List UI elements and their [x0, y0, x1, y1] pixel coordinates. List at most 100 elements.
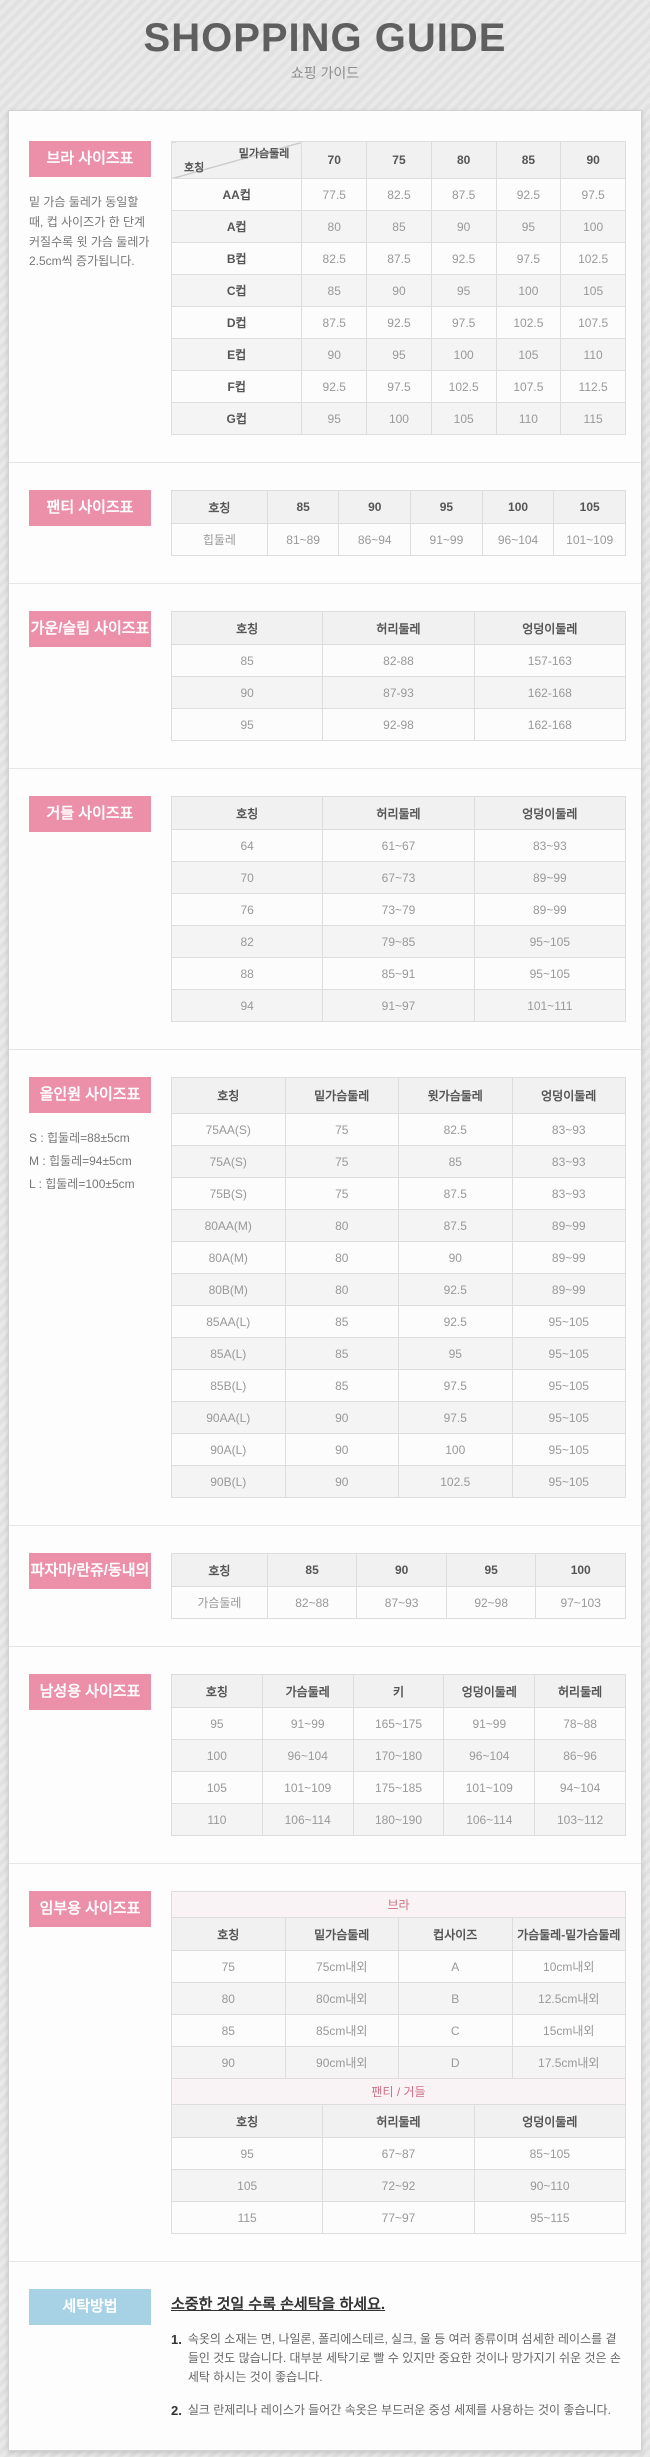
table-cell: 75	[284, 1177, 399, 1210]
table-cell: 85A(L)	[171, 1337, 286, 1370]
column-header: 허리둘레	[322, 2104, 475, 2138]
table-header-row: 호칭 밑가슴둘레 컵사이즈 가슴둘레-밑가슴둘레	[171, 1917, 626, 1951]
table-cell: D컵	[170, 306, 303, 339]
table-cell: 105	[495, 338, 562, 371]
gown-table-area: 호칭 허리둘레 엉덩이둘레 85 82-88 157-163 90 87-93 162-168 9…	[170, 611, 627, 741]
allinone-size-table: 호칭 밑가슴둘레 윗가슴둘레 엉덩이둘레 75AA(S) 75 82.5 83~93 75A(S…	[171, 1077, 626, 1498]
table-cell: 89~99	[473, 893, 627, 926]
washing-instructions-list: 1. 속옷의 소재는 면, 나일론, 폴리에스테르, 실크, 울 등 여러 종류이…	[171, 2330, 626, 2421]
washing-section-sidebar: 세탁방법	[29, 2289, 151, 2325]
allinone-section-label: 올인원 사이즈표	[29, 1077, 151, 1113]
column-header: 엉덩이둘레	[443, 1674, 536, 1708]
column-header: 90	[338, 490, 412, 524]
table-cell: G컵	[170, 402, 303, 435]
table-cell: 95	[171, 1707, 263, 1740]
column-header: 호칭	[170, 2104, 324, 2138]
column-header: 윗가슴둘레	[398, 1077, 513, 1114]
table-header-row: 호칭 허리둘레 엉덩이둘레	[170, 2104, 627, 2138]
panty-section-sidebar: 팬티 사이즈표	[29, 490, 151, 526]
table-cell: 89~99	[511, 1241, 626, 1274]
table-cell: 90A(L)	[171, 1433, 286, 1466]
table-cell: 102.5	[560, 242, 626, 275]
table-row: 76 73~79 89~99	[170, 893, 627, 926]
table-cell: 89~99	[511, 1209, 626, 1242]
page-header: SHOPPING GUIDE 쇼핑 가이드	[0, 0, 650, 110]
table-row: 85 85cm내외 C 15cm내외	[171, 2014, 626, 2047]
table-cell: 115	[170, 2201, 324, 2234]
table-cell: 15cm내외	[511, 2014, 626, 2047]
table-cell: 79~85	[322, 925, 475, 958]
table-cell: 87-93	[322, 676, 475, 709]
table-row: C컵 85 90 95 100 105	[170, 274, 626, 307]
table-cell: 92~98	[445, 1586, 537, 1619]
table-cell: 87~93	[356, 1586, 447, 1619]
table-cell: 100	[560, 210, 626, 243]
table-cell: F컵	[170, 370, 303, 403]
table-row: 105 101~109 175~185 101~109 94~104	[171, 1771, 626, 1804]
table-cell: 103~112	[534, 1803, 626, 1836]
table-cell: 101~109	[553, 523, 626, 556]
table-cell: 12.5cm내외	[511, 1982, 626, 2015]
table-cell: 85	[398, 1145, 513, 1178]
mens-section-label: 남성용 사이즈표	[29, 1674, 151, 1710]
table-cell: 82.5	[398, 1113, 513, 1146]
table-cell: 101~111	[473, 989, 627, 1022]
table-cell: 91~99	[410, 523, 483, 556]
table-cell: 95~105	[511, 1465, 626, 1498]
table-cell: 115	[560, 402, 626, 435]
table-cell: 75	[284, 1145, 399, 1178]
table-cell: 80	[284, 1209, 399, 1242]
table-cell: E컵	[170, 338, 303, 371]
table-cell: 91~99	[443, 1707, 536, 1740]
table-cell: 85~91	[322, 957, 475, 990]
table-cell: 72~92	[322, 2169, 475, 2202]
table-cell: 95~105	[511, 1337, 626, 1370]
table-cell: 92.5	[366, 306, 432, 339]
maternity-panty-girdle-size-table: 팬티 / 거들 호칭 허리둘레 엉덩이둘레 95 67~87 85~105 105 72~92 9…	[170, 2078, 627, 2234]
table-cell: 88	[170, 957, 324, 990]
table-cell: 83~93	[473, 829, 627, 862]
column-header: 허리둘레	[322, 611, 475, 645]
diagonal-header-cell: 밑가슴둘레 호칭	[170, 141, 303, 179]
table-cell: 80	[301, 210, 368, 243]
column-header: 100	[481, 490, 555, 524]
column-header: 75	[366, 141, 432, 179]
mens-table-area: 호칭 가슴둘레 키 엉덩이둘레 허리둘레 95 91~99 165~175 91~99 78~88…	[171, 1674, 626, 1836]
table-row: 75B(S) 75 87.5 83~93	[171, 1177, 626, 1210]
section-mens-sizes: 남성용 사이즈표 호칭 가슴둘레 키 엉덩이둘레 허리둘레 95 91~99 165~175 9…	[9, 1646, 641, 1863]
table-cell: 94	[170, 989, 324, 1022]
column-header: 엉덩이둘레	[511, 1077, 626, 1114]
table-cell: 162-168	[473, 676, 627, 709]
table-cell: 85	[171, 2014, 286, 2047]
table-cell: 73~79	[322, 893, 475, 926]
table-cell: 80	[284, 1241, 399, 1274]
maternity-section-sidebar: 임부용 사이즈표	[29, 1891, 151, 1927]
table-row: 90AA(L) 90 97.5 95~105	[171, 1401, 626, 1434]
table-cell: 85	[284, 1337, 399, 1370]
table-cell: 97.5	[398, 1369, 513, 1402]
table-caption-row: 팬티 / 거들	[171, 2078, 626, 2105]
column-header: 호칭	[171, 490, 268, 524]
table-cell: 87.5	[366, 242, 432, 275]
washing-instruction: 2. 실크 란제리나 레이스가 들어간 속옷은 부드러운 중성 세제를 사용하는 …	[171, 2402, 611, 2418]
table-row: 90B(L) 90 102.5 95~105	[171, 1465, 626, 1498]
girdle-section-label: 거들 사이즈표	[29, 796, 151, 832]
table-header-row: 호칭 85 90 95 100 105	[171, 490, 626, 524]
table-row: 64 61~67 83~93	[170, 829, 627, 862]
column-header: 95	[410, 490, 483, 524]
table-cell: 92.5	[495, 178, 562, 211]
column-header: 밑가슴둘레	[284, 1077, 399, 1114]
column-header: 90	[356, 1553, 447, 1587]
table-cell: 95	[495, 210, 562, 243]
washing-title: 소중한 것일 수록 손세탁을 하세요.	[171, 2296, 386, 2313]
table-cell: 83~93	[511, 1177, 626, 1210]
table-cell: 107.5	[560, 306, 626, 339]
table-row: 85 82-88 157-163	[170, 644, 627, 677]
table-cell: 85cm내외	[284, 2014, 399, 2047]
washing-instruction: 1. 속옷의 소재는 면, 나일론, 폴리에스테르, 실크, 울 등 여러 종류이…	[171, 2332, 621, 2385]
table-cell: 97.5	[366, 370, 432, 403]
table-cell: 97.5	[495, 242, 562, 275]
table-cell: 70	[170, 861, 324, 894]
table-cell: 97.5	[398, 1401, 513, 1434]
section-allinone-sizes: 올인원 사이즈표 S : 힙둘레=88±5cm M : 힙둘레=94±5cm L :…	[9, 1049, 641, 1525]
